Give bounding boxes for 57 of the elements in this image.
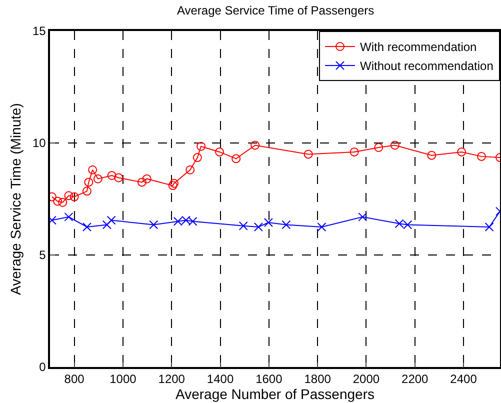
point: [186, 165, 195, 174]
point: [374, 142, 384, 152]
point: [477, 152, 486, 161]
x-tick-label: 1800: [304, 372, 332, 386]
point: [149, 220, 158, 230]
x-tick-label: 1400: [206, 372, 234, 386]
y-tick-label: 10: [32, 136, 46, 150]
point: [254, 222, 263, 232]
point: [82, 222, 92, 232]
point: [196, 142, 206, 151]
point: [457, 147, 466, 156]
point: [58, 198, 68, 207]
point: [102, 220, 112, 230]
point: [232, 154, 241, 164]
point: [215, 147, 224, 156]
point: [137, 178, 146, 187]
point: [142, 174, 152, 184]
x-tick-label: 1200: [158, 372, 186, 386]
point: [70, 192, 79, 202]
point: [350, 147, 359, 156]
point: [427, 150, 436, 160]
x-tick-label: 1600: [256, 372, 283, 386]
x-tick-label: 2400: [450, 372, 478, 386]
point: [264, 218, 273, 228]
point: [88, 165, 98, 174]
point: [64, 191, 74, 200]
point: [106, 216, 116, 225]
point: [84, 178, 94, 187]
x-tick-label: 800: [64, 372, 85, 386]
y-tick-label: 5: [39, 248, 46, 262]
point: [107, 170, 116, 180]
chart-title: Average Service Time of Passengers: [176, 3, 374, 18]
point: [304, 150, 313, 159]
point: [192, 153, 202, 162]
point: [168, 181, 178, 190]
point: [317, 222, 326, 232]
x-axis-title: Average Number of Passengers: [176, 386, 374, 402]
point: [170, 178, 179, 188]
x-tick-label: 2000: [352, 372, 380, 386]
y-axis-title: Average Service Time (Minute): [8, 103, 24, 295]
legend-label: With recommendation: [360, 40, 477, 54]
x-tick-label: 1000: [110, 372, 137, 386]
point: [114, 173, 124, 182]
point: [93, 174, 102, 184]
point: [53, 196, 62, 206]
point: [484, 222, 494, 232]
point: [390, 140, 400, 150]
y-tick-label: 0: [39, 360, 46, 374]
y-tick-label: 15: [32, 24, 46, 38]
point: [64, 212, 74, 222]
point: [82, 186, 92, 196]
point: [238, 221, 248, 230]
legend-label: Without recommendation: [360, 59, 494, 74]
point: [250, 140, 260, 150]
x-tick-label: 2200: [402, 372, 429, 386]
point: [358, 212, 368, 222]
point: [282, 220, 291, 230]
